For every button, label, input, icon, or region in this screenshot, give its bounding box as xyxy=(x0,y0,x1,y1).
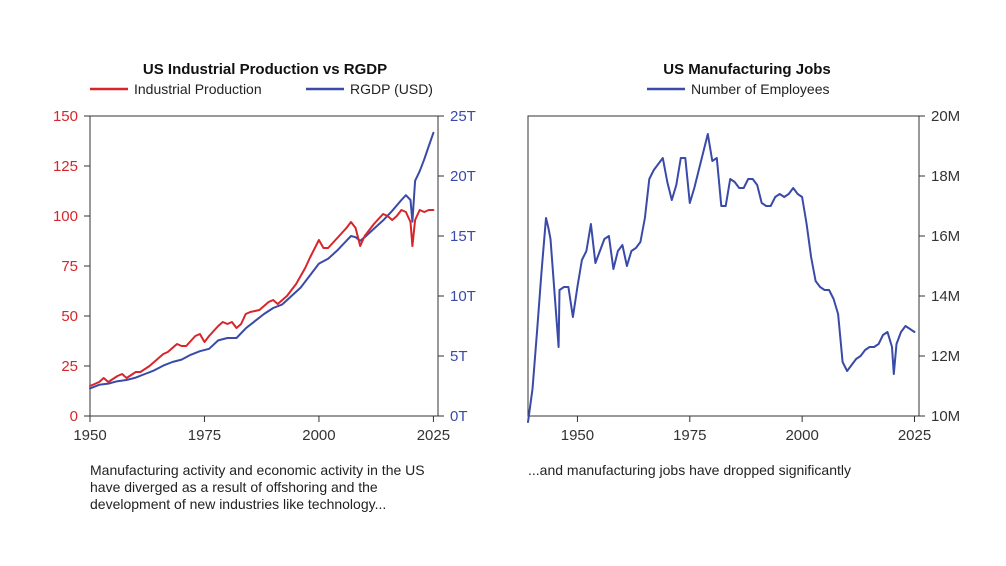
right-x-tick-label: 1975 xyxy=(673,427,706,444)
left-y-left-tick-label: 50 xyxy=(61,308,78,325)
left-x-tick-label: 1950 xyxy=(73,427,106,444)
left-y-right-tick-label: 10T xyxy=(450,288,476,305)
left-series-lines xyxy=(89,131,435,390)
right-legend: Number of Employees xyxy=(647,81,830,97)
right-y-right-tick-label: 12M xyxy=(931,348,960,365)
left-y-right-tick-label: 0T xyxy=(450,408,468,425)
left-y-right-tick-label: 25T xyxy=(450,108,476,125)
left-legend-label-industrial-production: Industrial Production xyxy=(134,81,262,97)
right-y-right-tick-label: 20M xyxy=(931,108,960,125)
left-y-left-tick-label: 0 xyxy=(70,408,78,425)
left-y-left-tick-label: 100 xyxy=(53,208,78,225)
left-y-left-tick-label: 150 xyxy=(53,108,78,125)
left-x-tick-label: 1975 xyxy=(188,427,221,444)
left-series-line-industrial-production xyxy=(89,209,435,387)
right-y-right-tick-label: 16M xyxy=(931,228,960,245)
left-y-left-tick-label: 25 xyxy=(61,358,78,375)
right-x-tick-label: 2025 xyxy=(898,427,931,444)
left-x-tick-label: 2000 xyxy=(302,427,335,444)
left-legend: Industrial Production RGDP (USD) xyxy=(90,81,433,97)
left-series-line-rgdp-usd xyxy=(89,131,435,390)
right-series-lines xyxy=(527,133,916,423)
left-chart: US Industrial Production vs RGDP Industr… xyxy=(53,61,476,444)
right-y-right-tick-label: 18M xyxy=(931,168,960,185)
left-x-tick-label: 2025 xyxy=(417,427,450,444)
right-x-tick-label: 1950 xyxy=(561,427,594,444)
right-y-right-tick-label: 14M xyxy=(931,288,960,305)
right-caption: ...and manufacturing jobs have dropped s… xyxy=(528,462,851,478)
right-chart-title: US Manufacturing Jobs xyxy=(663,61,831,78)
right-series-line-number-of-employees xyxy=(527,133,916,423)
right-plot-frame xyxy=(527,115,920,417)
left-axis-ticks: 1950 1975 2000 2025 0 25 50 75 100 125 150 0T 5T 10T 1… xyxy=(53,108,476,444)
left-y-right-tick-label: 15T xyxy=(450,228,476,245)
right-chart: US Manufacturing Jobs Number of Employee… xyxy=(527,61,960,444)
left-y-right-tick-label: 5T xyxy=(450,348,468,365)
right-legend-label-employees: Number of Employees xyxy=(691,81,830,97)
left-y-left-tick-label: 75 xyxy=(61,258,78,275)
right-y-right-tick-label: 10M xyxy=(931,408,960,425)
right-x-tick-label: 2000 xyxy=(785,427,818,444)
left-caption: Manufacturing activity and economic acti… xyxy=(90,462,425,512)
left-chart-title: US Industrial Production vs RGDP xyxy=(143,61,387,78)
left-y-right-tick-label: 20T xyxy=(450,168,476,185)
left-legend-label-rgdp: RGDP (USD) xyxy=(350,81,433,97)
left-y-left-tick-label: 125 xyxy=(53,158,78,175)
